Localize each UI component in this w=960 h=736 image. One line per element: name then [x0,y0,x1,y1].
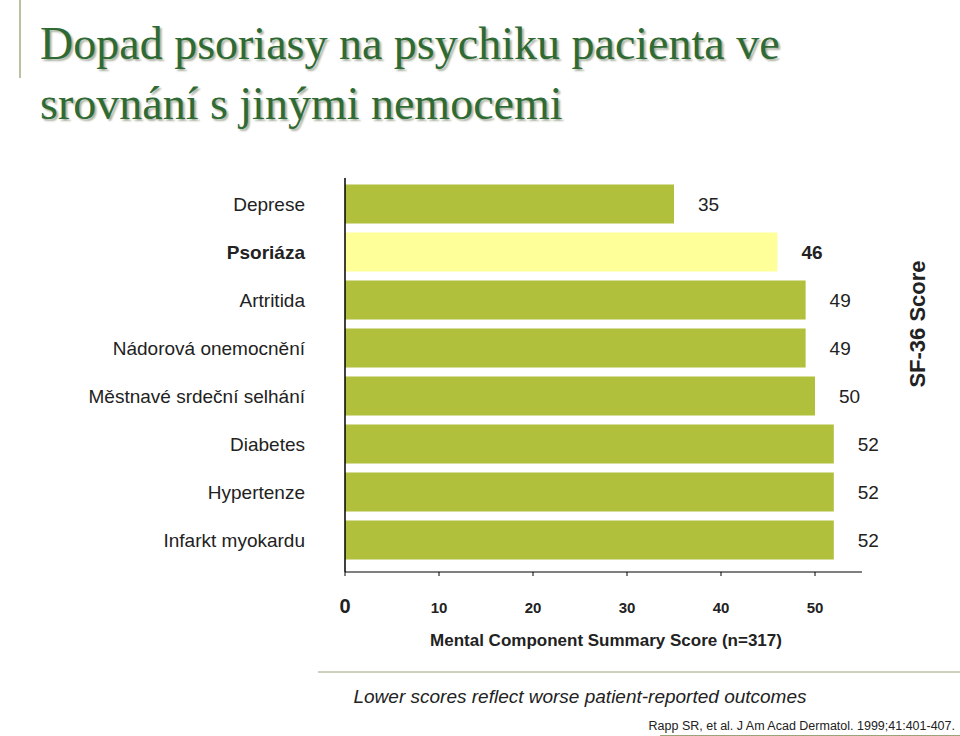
chart: Deprese 35 Psoriáza 46 Artritida 49 Nádorová o… [0,0,960,736]
decor-line [318,672,960,673]
x-tick [815,572,816,576]
x-tick-label: 30 [619,599,636,616]
category-label: Diabetes [230,434,305,455]
bar [345,281,806,320]
bar [345,233,777,272]
category-label: Infarkt myokardu [164,530,306,551]
decor-line [19,0,21,78]
x-axis-label: Mental Component Summary Score (n=317) [430,631,782,650]
x-tick [721,572,722,576]
bar [345,329,806,368]
bar [345,185,674,224]
x-tick [345,572,346,576]
data-label: 49 [830,290,851,311]
note: Lower scores reflect worse patient-repor… [353,686,807,707]
category-label: Nádorová onemocnění [113,338,306,359]
data-label: 35 [698,194,719,215]
bars [345,185,834,560]
bar [345,425,834,464]
category-label: Deprese [233,194,305,215]
x-tick [533,572,534,576]
x-tick-label: 10 [431,599,448,616]
bar [345,521,834,560]
source: Rapp SR, et al. J Am Acad Dermatol. 1999… [649,719,955,733]
slide: Dopad psoriasy na psychiku pacienta ve s… [0,0,960,736]
y-axis-label: SF-36 Score [905,260,930,387]
x-axis-line [345,572,862,573]
category-label: Artritida [240,290,306,311]
x-tick-label: 0 [339,595,350,617]
x-tick-label: 20 [525,599,542,616]
x-tick [627,572,628,576]
category-label: Hypertenze [208,482,305,503]
category-label: Psoriáza [227,242,306,263]
bar [345,377,815,416]
data-label: 52 [858,530,879,551]
category-label: Městnavé srdeční selhání [88,386,305,407]
decor-line [660,735,960,736]
bar [345,473,834,512]
x-tick-label: 40 [713,599,730,616]
title: Dopad psoriasy na psychiku pacienta ve s… [40,14,920,134]
data-label: 49 [830,338,851,359]
data-label: 46 [801,242,822,263]
x-tick-label: 50 [807,599,824,616]
data-label: 52 [858,434,879,455]
x-tick [439,572,440,576]
data-label: 52 [858,482,879,503]
y-axis-line [344,178,346,572]
data-label: 50 [839,386,860,407]
